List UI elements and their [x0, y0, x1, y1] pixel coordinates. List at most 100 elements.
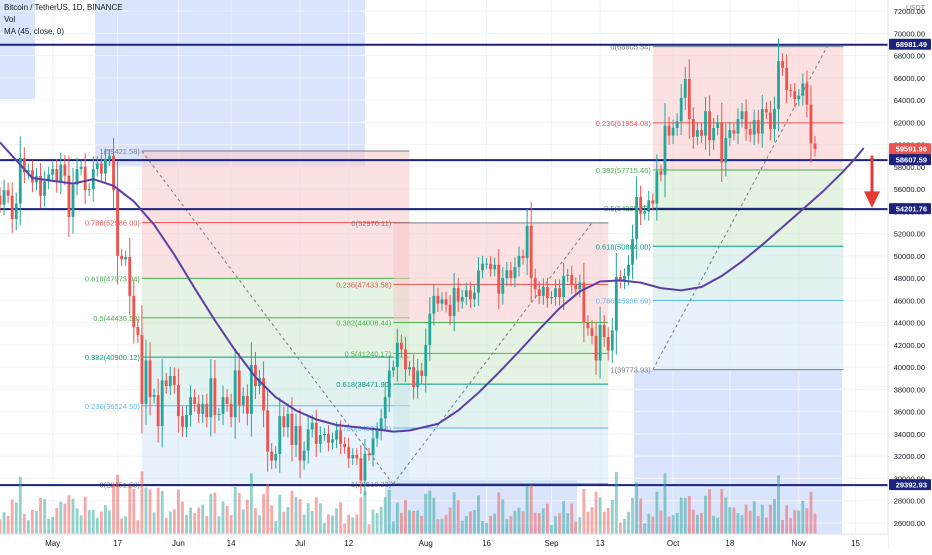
candle-body: [51, 169, 55, 175]
fib-level-label: 0.618(38471.90): [336, 380, 392, 389]
candle-body: [464, 290, 468, 298]
down-arrow[interactable]: [864, 155, 880, 209]
price-tick: 72000.00: [894, 7, 925, 16]
volume-bar: [712, 515, 716, 534]
volume-bar: [468, 511, 472, 534]
volume-bar: [367, 524, 371, 534]
volume-bar: [355, 514, 359, 534]
volume-bar: [63, 503, 67, 534]
volume-bar: [39, 498, 42, 534]
legend-symbol[interactable]: Bitcoin / TetherUS, 1D, BINANCE: [4, 3, 123, 12]
candle-body: [2, 190, 6, 205]
volume-bar: [55, 508, 59, 534]
volume-bar: [505, 519, 509, 534]
candle-body: [424, 344, 428, 377]
candle-body: [647, 200, 651, 212]
volume-bar: [43, 499, 47, 534]
volume-bar: [436, 519, 440, 534]
candle-body: [687, 78, 691, 120]
candle-body: [785, 67, 789, 91]
volume-bar: [671, 515, 675, 534]
volume-bar: [764, 517, 768, 534]
volume-bar: [700, 512, 703, 534]
candle-body: [404, 349, 407, 370]
arrow-head: [864, 191, 880, 209]
fib-level-label: 0.786(45986.69): [596, 297, 652, 306]
volume-bar: [197, 507, 201, 534]
candle-body: [627, 264, 630, 276]
candle-body: [773, 109, 776, 130]
fib-band: [652, 300, 844, 370]
volume-bar: [598, 497, 602, 534]
candle-body: [306, 429, 310, 451]
candle-body: [748, 129, 752, 135]
candle-body: [245, 396, 249, 414]
candle-body: [104, 159, 107, 174]
volume-bar: [541, 508, 545, 534]
time-tick: 14: [227, 539, 236, 548]
price-tick: 26000.00: [894, 519, 925, 528]
volume-bar: [140, 471, 144, 534]
candle-body: [606, 337, 610, 351]
volume-bar: [456, 500, 460, 534]
candle-body: [448, 304, 452, 316]
candle-body: [148, 360, 152, 398]
candle-body: [764, 109, 768, 113]
volume-bar: [290, 490, 294, 534]
volume-bar: [558, 513, 561, 534]
candle-body: [286, 413, 290, 428]
candle-body: [225, 397, 229, 404]
volume-bar: [351, 517, 355, 534]
candle-body: [43, 181, 47, 196]
candle-body: [26, 170, 30, 173]
volume-bar: [675, 513, 679, 534]
price-axis[interactable]: USDT 26000.00 28000.00 30000.00 32000.00 3400…: [887, 0, 932, 550]
candle-body: [193, 397, 197, 404]
volume-bar: [768, 504, 772, 534]
candle-body: [359, 458, 363, 481]
volume-bar: [537, 513, 541, 534]
candle-body: [363, 453, 367, 481]
candle-body: [383, 397, 387, 419]
volume-bar: [659, 510, 663, 534]
horizontal-levels[interactable]: [0, 43, 888, 487]
volume-bar: [404, 500, 407, 534]
candle-body: [387, 370, 391, 398]
candle-body: [545, 287, 549, 299]
legend-volume[interactable]: Vol: [4, 15, 16, 24]
time-tick: Aug: [419, 539, 433, 548]
volume-bar: [51, 516, 55, 534]
candle-body: [468, 290, 472, 300]
volume-bar: [687, 496, 691, 534]
candle-body: [756, 120, 760, 134]
time-tick: 15: [851, 539, 860, 548]
fib-level-label: 0.382(40900.12): [85, 353, 141, 362]
candle-body: [574, 284, 578, 290]
volume-bar: [509, 516, 513, 534]
volume-bar: [310, 511, 314, 534]
volume-bar: [217, 516, 221, 534]
volume-bar: [160, 490, 164, 534]
volume-bar: [639, 498, 643, 534]
price-tick: 46000.00: [894, 296, 925, 305]
volume-bar: [412, 511, 416, 534]
price-tick: 52000.00: [894, 230, 925, 239]
volume-bar: [647, 513, 651, 534]
candle-body: [720, 122, 724, 163]
candle-body: [266, 410, 270, 452]
candle-body: [185, 414, 188, 428]
legend-ma[interactable]: MA (45, close, 0): [4, 27, 65, 36]
candle-body: [278, 416, 282, 454]
volume-bar: [610, 500, 614, 534]
candle-body: [347, 447, 351, 459]
volume-bar: [156, 487, 160, 534]
fib-band: [393, 222, 609, 285]
candle-body: [752, 120, 756, 135]
price-tick: 30000.00: [894, 474, 925, 483]
candle-body: [683, 78, 687, 98]
price-tick: 44000.00: [894, 319, 925, 328]
fib-level-label: 0.5(44436.58): [93, 314, 140, 323]
volume-bar: [112, 484, 115, 534]
time-axis[interactable]: May 17 Jun 14 Jul 12 Aug 16 Sep 13 Oct 18 Nov 15: [0, 533, 888, 550]
